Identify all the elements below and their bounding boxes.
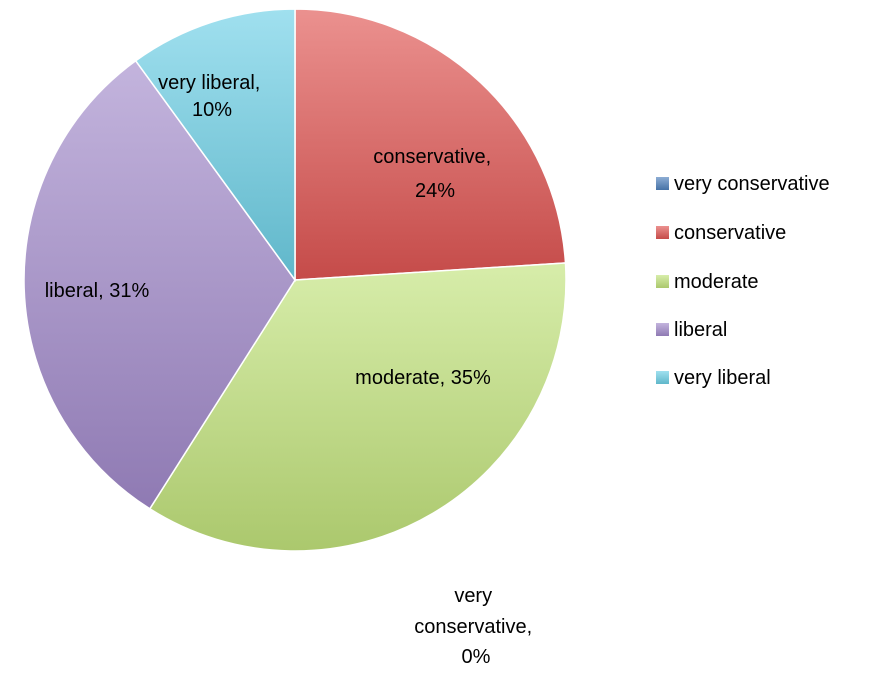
legend-swatch-very-conservative [656,177,669,190]
data-label-very-conservative-line1: very [454,585,492,607]
legend-item-conservative: conservative [656,222,786,244]
legend-item-liberal: liberal [656,319,727,341]
data-label-conservative-line1: conservative, [373,146,491,168]
data-label-liberal-line1: liberal, 31% [45,280,150,302]
data-label-very-conservative-line3: 0% [462,646,491,668]
pie-slice-conservative [294,8,567,281]
legend-label-liberal: liberal [674,319,727,341]
pie-slice-liberal [23,59,296,510]
legend-swatch-liberal [656,323,669,336]
legend-swatch-conservative [656,226,669,239]
legend-item-moderate: moderate [656,271,759,293]
legend: very conservative conservative moderate … [656,173,830,389]
data-label-liberal: liberal, 31% [45,280,150,302]
data-label-very-liberal: very liberal, 10% [158,72,266,121]
legend-label-conservative: conservative [674,222,786,244]
legend-label-very-conservative: very conservative [674,173,830,195]
data-label-moderate: moderate, 35% [355,367,491,389]
legend-swatch-very-liberal [656,371,669,384]
data-label-very-conservative-line2: conservative, [414,616,532,638]
pie-slices [23,8,567,552]
legend-label-moderate: moderate [674,271,759,293]
pie-slice-moderate [148,262,567,552]
data-label-very-conservative: very conservative, 0% [414,585,537,668]
legend-swatch-moderate [656,275,669,288]
legend-item-very-conservative: very conservative [656,173,830,195]
legend-label-very-liberal: very liberal [674,367,771,389]
data-label-very-liberal-line1: very liberal, [158,72,260,94]
pie-slice-very-liberal [134,8,296,283]
data-label-moderate-line1: moderate, 35% [355,367,491,389]
data-label-very-liberal-line2: 10% [192,99,232,121]
data-label-conservative: conservative, 24% [373,146,496,202]
legend-item-very-liberal: very liberal [656,367,771,389]
data-labels: very liberal, 10% conservative, 24% libe… [45,72,537,668]
data-label-conservative-line2: 24% [415,180,455,202]
